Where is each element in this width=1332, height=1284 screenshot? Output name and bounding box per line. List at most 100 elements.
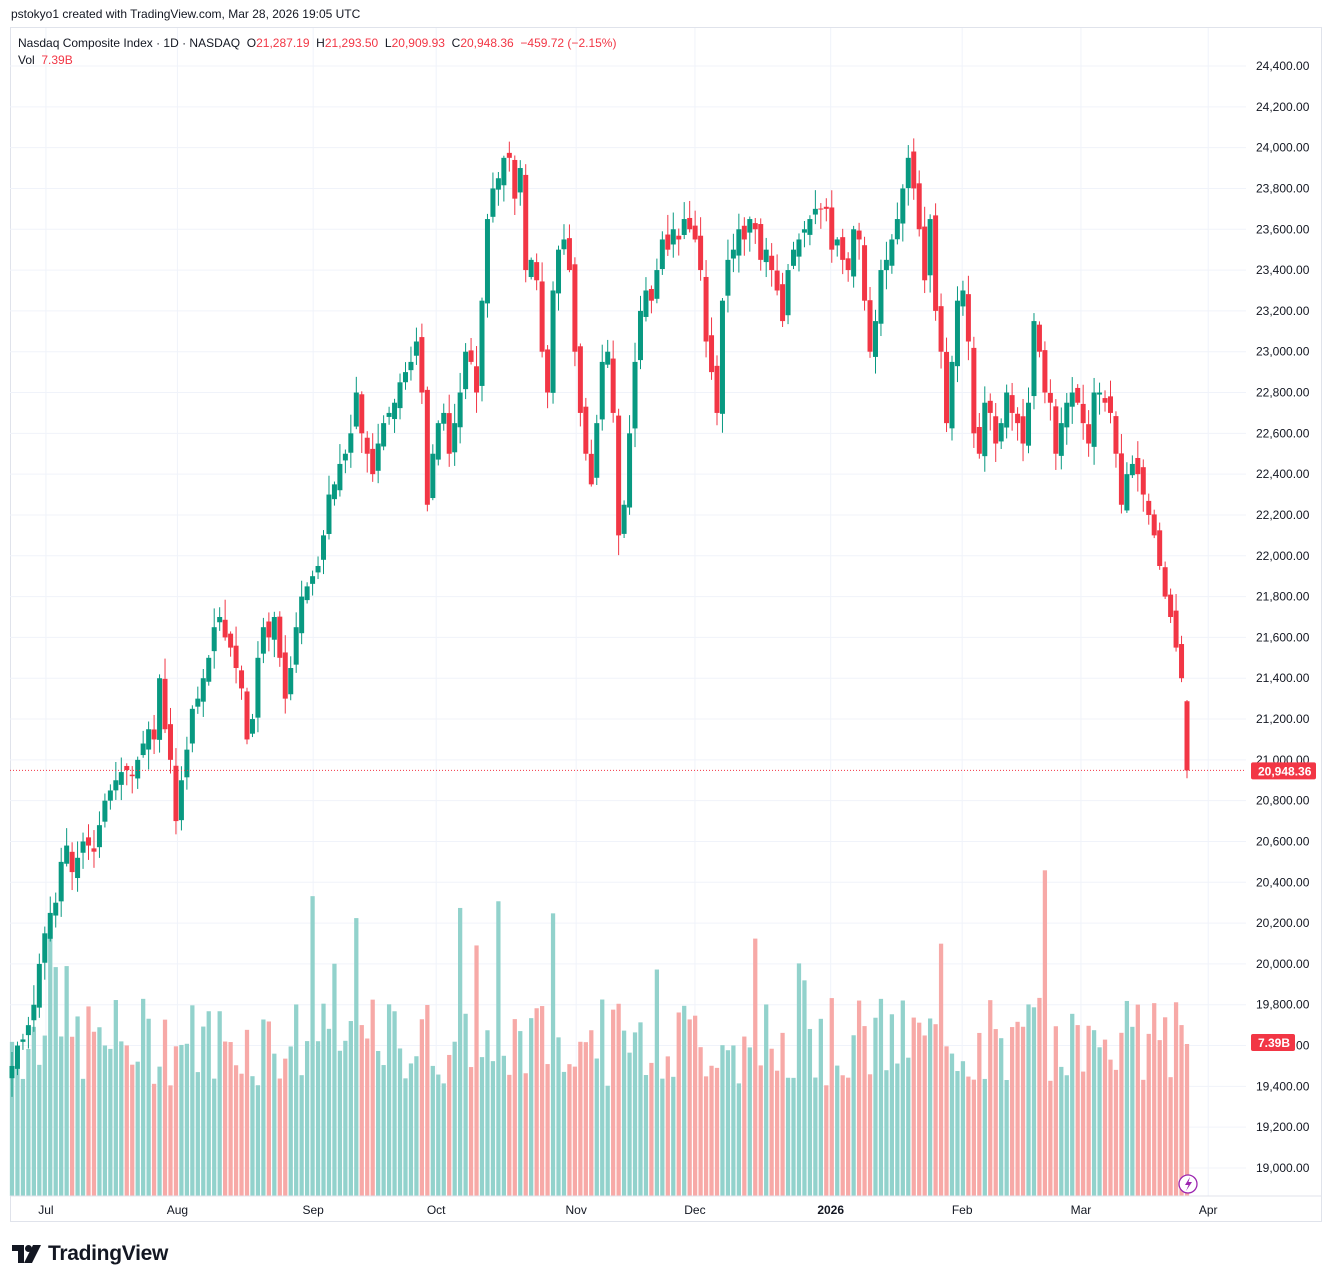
candle-body <box>206 657 212 682</box>
candle-body <box>960 290 966 307</box>
candle <box>14 1041 20 1076</box>
candle-body <box>769 255 775 271</box>
volume-bar <box>255 1085 261 1196</box>
candle <box>889 234 895 274</box>
candle <box>315 556 321 580</box>
candle-body <box>331 484 337 500</box>
candle <box>698 217 704 281</box>
symbol-title[interactable]: Nasdaq Composite Index · 1D · NASDAQ <box>18 36 241 50</box>
chart-credit: pstokyo1 created with TradingView.com, M… <box>11 7 361 21</box>
candle-body <box>146 729 152 750</box>
candle-body <box>200 678 206 702</box>
candle-body <box>545 349 551 393</box>
candle-body <box>239 670 245 689</box>
candle-body <box>408 361 414 371</box>
volume-bar <box>1135 1004 1140 1196</box>
candle <box>1031 313 1037 410</box>
volume-bar <box>687 1019 692 1196</box>
candle-body <box>424 389 430 505</box>
volume-bar <box>151 1083 157 1196</box>
y-axis: 24,400.00 24,200.00 24,000.00 23,800.00 23,6… <box>1256 59 1310 1175</box>
candle-body <box>299 596 305 634</box>
volume-bar <box>463 1013 468 1196</box>
y-tick-label: 20,600.00 <box>1256 834 1310 848</box>
candle <box>594 414 600 486</box>
candle-body <box>883 259 889 271</box>
candle-body <box>173 765 179 822</box>
candle-body <box>528 259 534 278</box>
volume-bar <box>1075 1025 1080 1196</box>
candle <box>479 297 485 402</box>
candle-body <box>47 912 53 939</box>
candle <box>561 224 567 255</box>
volume-bar <box>190 1005 195 1196</box>
candle-body <box>1140 467 1146 495</box>
candle <box>364 431 370 473</box>
candle <box>840 228 846 275</box>
candle-body <box>916 183 922 230</box>
candle-body <box>233 645 239 669</box>
candle <box>812 190 818 225</box>
candle <box>736 213 742 273</box>
candle <box>1058 407 1064 470</box>
candle-body <box>102 800 108 822</box>
candle-body <box>490 188 496 217</box>
volume-bar <box>824 1085 829 1196</box>
candle-body <box>315 565 321 573</box>
candle <box>807 215 813 246</box>
x-axis: Jul Aug Sep Oct Nov Dec 2026 Feb Mar Apr <box>38 1203 1217 1217</box>
candle <box>725 239 731 313</box>
volume-bar <box>69 1036 75 1196</box>
candle <box>1173 594 1179 652</box>
volume-bar <box>720 1045 725 1196</box>
y-tick-label: 22,800.00 <box>1256 386 1310 400</box>
volume-bar <box>250 1076 255 1196</box>
volume-label[interactable]: Vol <box>18 53 35 67</box>
candle <box>386 406 392 425</box>
candle <box>1036 321 1042 358</box>
candle-body <box>157 678 163 740</box>
candle <box>998 418 1004 449</box>
candle-body <box>135 759 141 779</box>
candle-body <box>69 851 75 873</box>
candle <box>222 599 228 641</box>
candle <box>872 309 878 374</box>
volume-bar <box>895 1063 900 1196</box>
lightning-icon-bolt <box>1185 1177 1192 1191</box>
candle-body <box>1026 402 1032 446</box>
volume-bar <box>900 1000 905 1196</box>
candle <box>621 500 627 539</box>
candles <box>9 138 1190 1097</box>
candle-body <box>1004 392 1010 428</box>
candle <box>430 444 436 501</box>
candle-body <box>1129 463 1135 476</box>
volume-bar <box>119 1041 124 1196</box>
tradingview-logo[interactable]: TradingView <box>12 1241 168 1267</box>
candle-body <box>397 382 403 409</box>
candle-body <box>222 619 228 638</box>
y-tick-label: 21,800.00 <box>1256 590 1310 604</box>
candle-body <box>124 765 130 771</box>
x-tick-label: Apr <box>1199 1203 1218 1217</box>
low-value: 20,909.93 <box>391 36 445 50</box>
candle-body <box>670 229 676 245</box>
candle <box>785 263 791 325</box>
volume-bar <box>157 1066 162 1196</box>
candle <box>446 394 452 467</box>
candle-body <box>14 1045 20 1069</box>
candle <box>867 286 873 358</box>
candle-body <box>922 226 928 281</box>
candle-body <box>681 219 687 235</box>
volume-bar <box>1168 1077 1173 1196</box>
candle-body <box>277 616 283 658</box>
volume-bars <box>9 870 1190 1196</box>
volume-bar <box>1031 1007 1037 1196</box>
candle-body <box>118 772 124 785</box>
candle-body <box>725 259 731 296</box>
lightning-icon[interactable] <box>1178 1174 1198 1194</box>
volume-bar <box>1042 870 1048 1196</box>
volume-bar <box>1113 1069 1119 1196</box>
candle-body <box>53 902 59 916</box>
candle <box>326 475 332 540</box>
